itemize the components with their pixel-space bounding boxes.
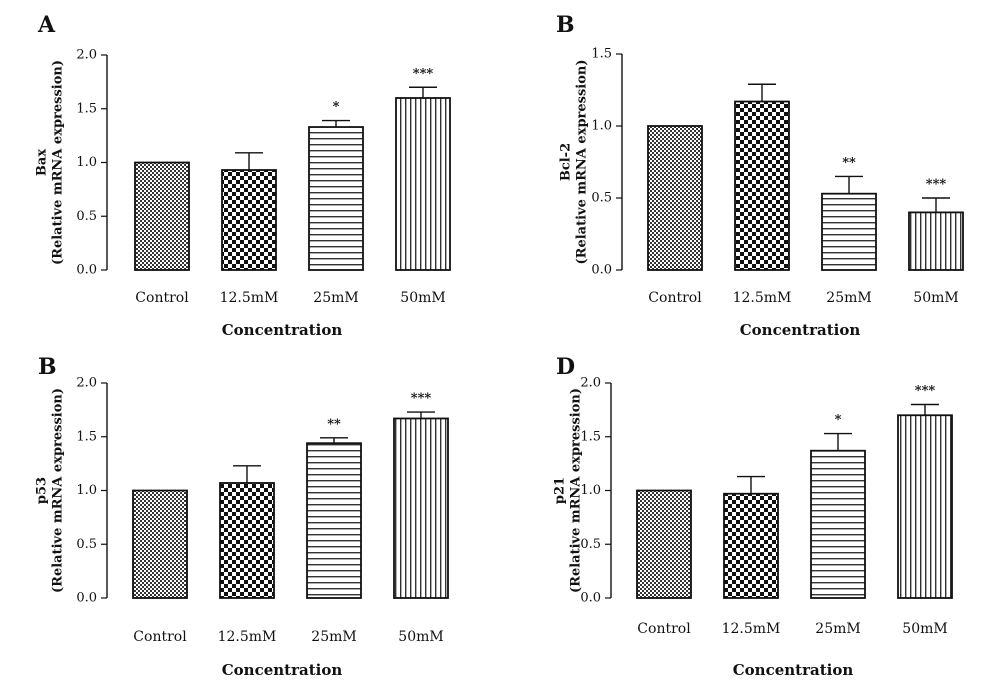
bar-12-5mm — [734, 100, 790, 271]
x-category-label: Control — [648, 290, 702, 306]
x-axis-label: Concentration — [222, 321, 343, 339]
bar-control — [647, 125, 703, 271]
y-tick-label: 0.0 — [591, 263, 612, 278]
y-tick-label: 0.0 — [76, 591, 97, 606]
y-tick-label: 0.5 — [76, 209, 97, 224]
x-axis-label: Concentration — [740, 321, 861, 339]
y-tick-label: 1.0 — [76, 483, 97, 498]
y-axis-unit: (Relative mRNA expression) — [569, 388, 584, 593]
x-category-label: 12.5mM — [722, 621, 781, 637]
y-tick-label: 1.5 — [580, 429, 601, 444]
y-axis-label: Bcl-2(Relative mRNA expression) — [558, 59, 589, 264]
y-axis-unit: (Relative mRNA expression) — [575, 59, 590, 264]
x-category-label: 12.5mM — [220, 290, 279, 306]
y-axis-gene: Bcl-2 — [558, 143, 573, 181]
x-category-label: 12.5mM — [733, 290, 792, 306]
bar-25mm — [308, 126, 364, 271]
bar-control — [134, 161, 190, 271]
bar-12-5mm — [219, 482, 275, 599]
y-tick-label: 2.0 — [76, 376, 97, 391]
x-category-label: 25mM — [815, 621, 860, 637]
significance-marker: *** — [413, 66, 434, 81]
y-tick-label: 0.5 — [591, 191, 612, 206]
bar-50mm — [395, 97, 451, 271]
chart-panel-4: D 0.0 0.5 1.0 1.5 2.0 Control 12.5mM * 25mM *** 50m… — [552, 354, 953, 679]
x-axis-label: Concentration — [733, 661, 854, 679]
chart-panel-1: A 0.0 0.5 1.0 1.5 2.0 Control 12.5mM * 25mM *** 50m… — [34, 12, 451, 339]
y-tick-label: 1.0 — [591, 119, 612, 134]
bar-50mm — [393, 417, 449, 599]
significance-marker: *** — [411, 391, 432, 406]
x-category-label: 50mM — [902, 621, 947, 637]
chart-panel-3: B 0.0 0.5 1.0 1.5 2.0 Control 12.5mM ** 25mM *** 50… — [34, 354, 449, 679]
y-axis-gene: Bax — [34, 149, 49, 176]
panel-letter: B — [556, 12, 575, 38]
x-category-label: 25mM — [311, 629, 356, 645]
y-axis-label: p21(Relative mRNA expression) — [552, 388, 583, 593]
x-category-label: 12.5mM — [218, 629, 277, 645]
significance-marker: ** — [327, 417, 341, 432]
bar-25mm — [821, 192, 877, 271]
y-tick-label: 1.0 — [580, 483, 601, 498]
bar-50mm — [908, 211, 964, 271]
x-category-label: Control — [135, 290, 189, 306]
x-category-label: 50mM — [400, 290, 445, 306]
panel-letter: D — [556, 354, 575, 380]
x-category-label: 25mM — [826, 290, 871, 306]
x-axis-label: Concentration — [222, 661, 343, 679]
y-tick-label: 0.5 — [580, 537, 601, 552]
y-axis-unit: (Relative mRNA expression) — [51, 388, 66, 593]
bar-control — [636, 489, 692, 599]
y-tick-label: 1.5 — [591, 47, 612, 62]
y-tick-label: 0.0 — [76, 263, 97, 278]
y-axis-gene: p53 — [34, 477, 49, 504]
y-tick-label: 2.0 — [580, 376, 601, 391]
y-axis-unit: (Relative mRNA expression) — [51, 60, 66, 265]
x-category-label: 50mM — [913, 290, 958, 306]
bar-25mm — [810, 449, 866, 599]
x-category-label: 50mM — [398, 629, 443, 645]
y-tick-label: 0.0 — [580, 591, 601, 606]
significance-marker: *** — [915, 384, 936, 399]
y-axis-label: p53(Relative mRNA expression) — [34, 388, 65, 593]
x-category-label: Control — [637, 621, 691, 637]
x-category-label: 25mM — [313, 290, 358, 306]
y-tick-label: 2.0 — [76, 48, 97, 63]
chart-panel-2: B 0.0 0.5 1.0 1.5 Control 12.5mM ** 25mM *** 50mM C… — [556, 12, 964, 339]
x-category-label: Control — [133, 629, 187, 645]
bar-25mm — [306, 442, 362, 599]
significance-marker: * — [835, 413, 842, 428]
panel-letter: A — [37, 12, 56, 38]
bar-12-5mm — [723, 492, 779, 599]
y-tick-label: 0.5 — [76, 537, 97, 552]
y-axis-gene: p21 — [552, 477, 567, 504]
y-tick-label: 1.5 — [76, 429, 97, 444]
bar-50mm — [897, 414, 953, 599]
panel-letter: B — [38, 354, 57, 380]
significance-marker: ** — [842, 155, 856, 170]
significance-marker: * — [333, 100, 340, 115]
bar-12-5mm — [221, 169, 277, 271]
y-tick-label: 1.5 — [76, 101, 97, 116]
y-axis-label: Bax(Relative mRNA expression) — [34, 60, 65, 265]
bar-control — [132, 489, 188, 599]
significance-marker: *** — [926, 177, 947, 192]
y-tick-label: 1.0 — [76, 155, 97, 170]
